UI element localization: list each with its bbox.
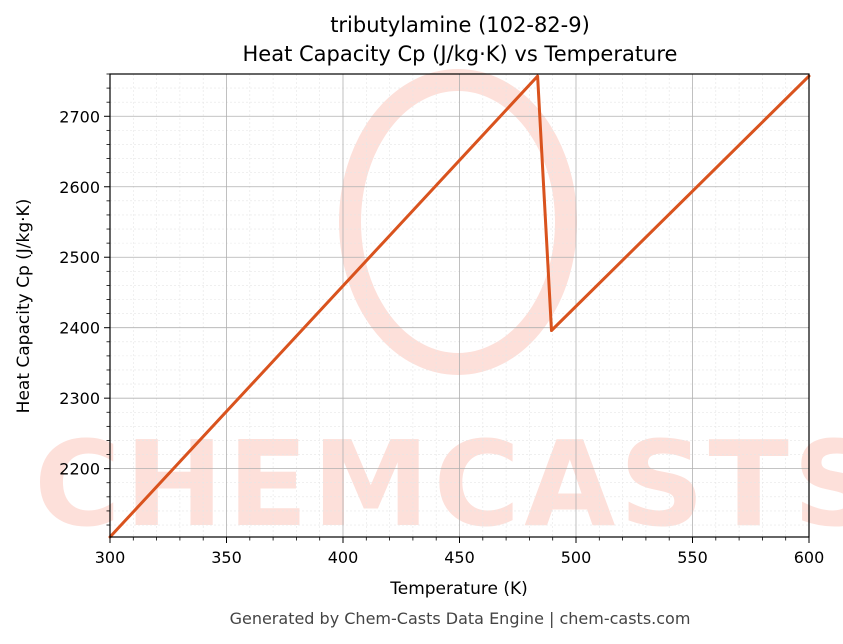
- x-tick-label: 400: [328, 548, 359, 567]
- watermark-logo-icon: [339, 69, 577, 375]
- y-tick-label: 2400: [59, 319, 100, 338]
- y-axis-ticks: 2200 2300 2400 2500 2600 2700: [59, 73, 110, 526]
- chart-title-line1: tributylamine (102-82-9): [330, 13, 590, 37]
- x-tick-label: 350: [211, 548, 242, 567]
- x-tick-label: 300: [95, 548, 126, 567]
- x-tick-label: 450: [444, 548, 475, 567]
- series-line: [108, 74, 811, 539]
- x-axis-label: Temperature (K): [389, 579, 528, 599]
- chart-title-line2: Heat Capacity Cp (J/kg·K) vs Temperature: [243, 42, 678, 66]
- y-tick-label: 2300: [59, 389, 100, 408]
- watermark: CHEMCASTS: [34, 69, 843, 553]
- series-layer: [108, 74, 811, 539]
- x-tick-label: 550: [677, 548, 708, 567]
- watermark-text: CHEMCASTS: [34, 415, 843, 553]
- y-axis-label: Heat Capacity Cp (J/kg·K): [14, 199, 34, 414]
- y-tick-label: 2600: [59, 178, 100, 197]
- y-tick-label: 2700: [59, 107, 100, 126]
- x-tick-label: 500: [561, 548, 592, 567]
- y-tick-label: 2500: [59, 248, 100, 267]
- footer-credit: Generated by Chem-Casts Data Engine | ch…: [230, 609, 691, 628]
- y-tick-label: 2200: [59, 460, 100, 479]
- x-axis-ticks: 300 350 400 450 500 550 600: [95, 537, 825, 567]
- x-tick-label: 600: [794, 548, 825, 567]
